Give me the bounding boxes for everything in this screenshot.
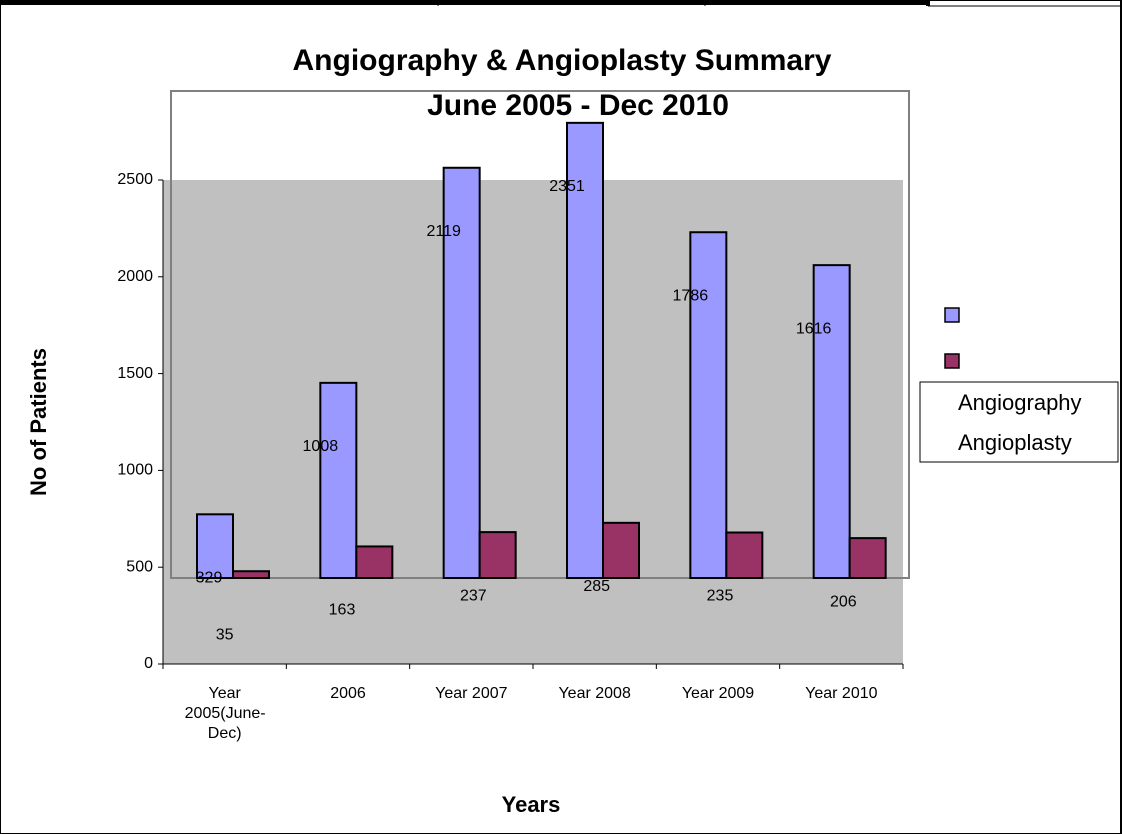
bar bbox=[355, 545, 394, 579]
legend-swatch bbox=[944, 353, 960, 369]
legend-box bbox=[919, 381, 1119, 463]
bar bbox=[196, 513, 234, 580]
bar bbox=[725, 531, 764, 580]
x-axis-title: Years bbox=[502, 792, 561, 817]
y-tick-label: 1500 bbox=[117, 365, 153, 382]
legend-swatch bbox=[944, 307, 960, 323]
x-tick-label: 2006 bbox=[330, 685, 366, 702]
x-tick-label: Year 2007 bbox=[435, 685, 508, 702]
chart-title: Angiography & Angioplasty Summary bbox=[293, 44, 832, 77]
bar bbox=[232, 570, 270, 579]
data-label: 235 bbox=[707, 588, 734, 605]
y-tick-label: 1000 bbox=[117, 462, 153, 479]
data-label: 2119 bbox=[426, 223, 461, 240]
y-tick-label: 2500 bbox=[117, 171, 153, 188]
data-label: 2351 bbox=[549, 178, 585, 195]
data-label: 206 bbox=[830, 593, 857, 610]
legend-label: Angioplasty bbox=[958, 430, 1072, 455]
x-tick-label: Year 2009 bbox=[681, 685, 755, 702]
bar bbox=[689, 231, 728, 579]
legend-label: Angiography bbox=[958, 390, 1082, 415]
x-tick-label: Year 2005(June-Dec) bbox=[184, 685, 266, 742]
x-tick-label: Year 2010 bbox=[805, 685, 878, 702]
y-axis-title: No of Patients bbox=[26, 348, 51, 496]
bar bbox=[566, 121, 604, 579]
plot-area bbox=[163, 180, 903, 664]
bar bbox=[478, 531, 517, 580]
data-label: 35 bbox=[216, 626, 234, 643]
bar bbox=[812, 264, 851, 579]
inner-frame bbox=[170, 90, 910, 579]
chart-subtitle: June 2005 - Dec 2010 bbox=[427, 89, 729, 122]
data-label: 237 bbox=[460, 587, 487, 604]
data-label: 285 bbox=[583, 578, 610, 595]
bar bbox=[319, 381, 358, 579]
bar bbox=[602, 521, 640, 579]
data-label: 163 bbox=[329, 602, 356, 619]
y-tick-label: 500 bbox=[126, 558, 153, 575]
data-label: 1008 bbox=[303, 438, 339, 455]
bar bbox=[442, 166, 481, 579]
data-label: 1616 bbox=[796, 320, 832, 337]
data-label: 1786 bbox=[673, 287, 709, 304]
x-tick-label: Year 2008 bbox=[558, 685, 631, 702]
bar bbox=[848, 537, 887, 580]
y-tick-label: 0 bbox=[144, 655, 153, 672]
data-label: 329 bbox=[196, 570, 223, 587]
y-tick-label: 2000 bbox=[117, 268, 153, 285]
